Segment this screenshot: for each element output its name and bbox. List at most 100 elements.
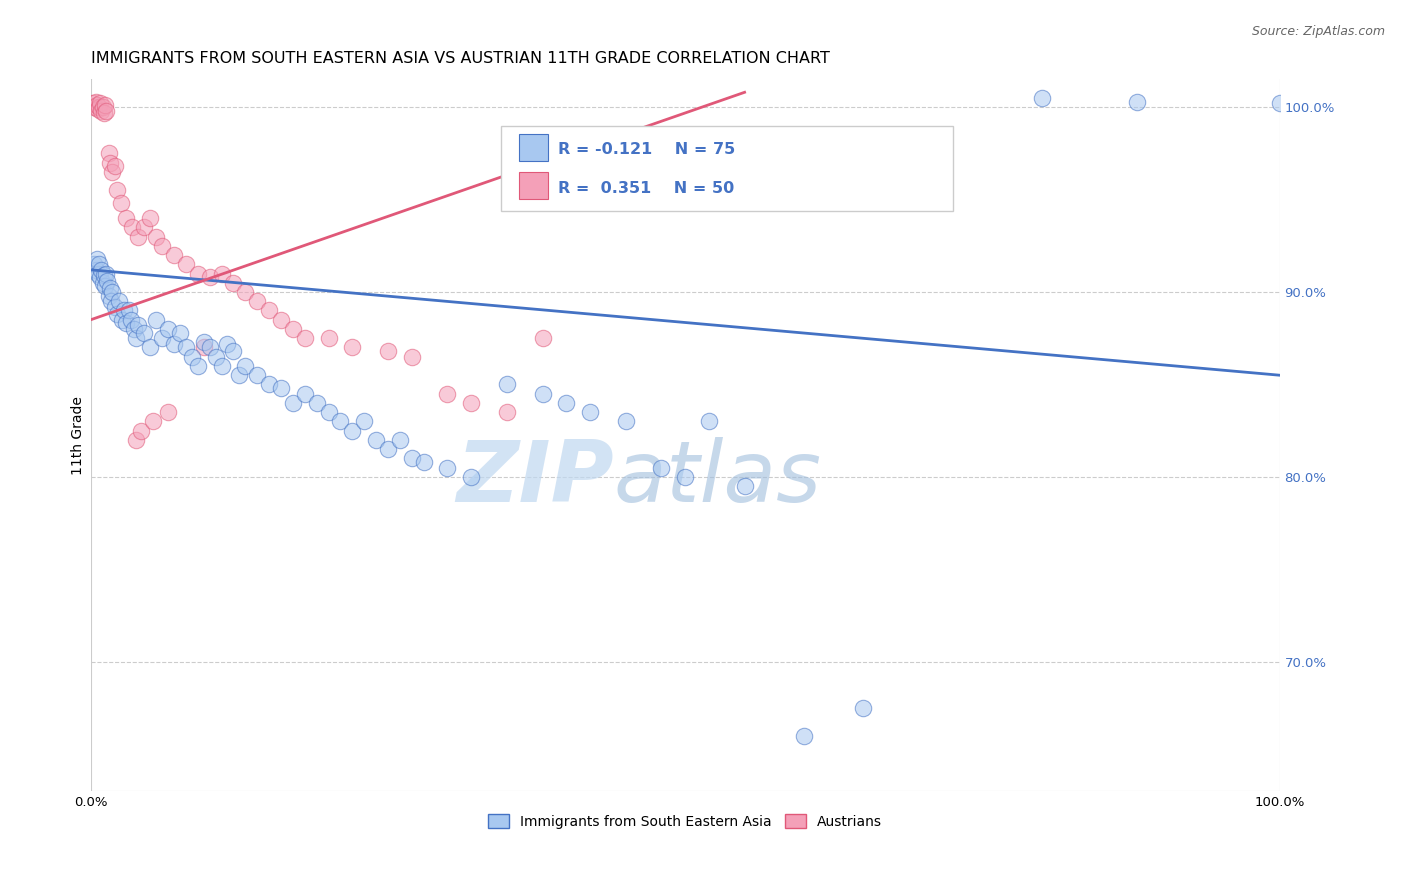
Point	[86, 98, 108, 112]
Text: Source: ZipAtlas.com: Source: ZipAtlas.com	[1251, 25, 1385, 38]
Point	[118, 303, 141, 318]
Point	[129, 424, 152, 438]
Text: atlas: atlas	[614, 436, 823, 519]
Point	[163, 248, 186, 262]
Point	[87, 267, 110, 281]
Point	[401, 451, 423, 466]
Point	[93, 105, 115, 120]
Point	[673, 470, 696, 484]
Point	[246, 368, 269, 383]
Point	[115, 317, 138, 331]
Point	[281, 396, 304, 410]
Point	[174, 257, 197, 271]
Point	[793, 729, 815, 743]
Point	[100, 294, 122, 309]
Point	[157, 405, 180, 419]
Point	[84, 262, 107, 277]
FancyBboxPatch shape	[519, 172, 548, 199]
Text: R = -0.121    N = 75: R = -0.121 N = 75	[558, 142, 735, 157]
Point	[112, 303, 135, 318]
Point	[91, 100, 114, 114]
Point	[169, 326, 191, 340]
Point	[211, 267, 233, 281]
Point	[364, 433, 387, 447]
Point	[87, 100, 110, 114]
Point	[294, 386, 316, 401]
Point	[650, 460, 672, 475]
Point	[127, 229, 149, 244]
Point	[614, 414, 637, 428]
Point	[108, 294, 131, 309]
Point	[103, 300, 125, 314]
Point	[377, 442, 399, 457]
Point	[142, 414, 165, 428]
Point	[270, 381, 292, 395]
Point	[105, 307, 128, 321]
Point	[96, 274, 118, 288]
FancyBboxPatch shape	[519, 134, 548, 161]
Point	[89, 270, 111, 285]
Point	[353, 414, 375, 428]
Point	[150, 239, 173, 253]
Point	[97, 288, 120, 302]
Point	[83, 100, 105, 114]
Point	[94, 279, 117, 293]
Point	[495, 377, 517, 392]
Point	[83, 257, 105, 271]
Point	[697, 414, 720, 428]
Point	[734, 479, 756, 493]
Point	[495, 405, 517, 419]
FancyBboxPatch shape	[501, 126, 953, 211]
Point	[294, 331, 316, 345]
Point	[1126, 95, 1149, 109]
Point	[257, 303, 280, 318]
Point	[122, 322, 145, 336]
Point	[84, 95, 107, 109]
Point	[531, 331, 554, 345]
Point	[111, 312, 134, 326]
Point	[852, 701, 875, 715]
Point	[120, 312, 142, 326]
Point	[97, 146, 120, 161]
Point	[1268, 96, 1291, 111]
Point	[222, 344, 245, 359]
Legend: Immigrants from South Eastern Asia, Austrians: Immigrants from South Eastern Asia, Aust…	[482, 808, 889, 834]
Point	[96, 267, 118, 281]
Point	[193, 341, 215, 355]
Point	[436, 460, 458, 475]
Point	[139, 341, 162, 355]
Point	[98, 281, 121, 295]
Point	[82, 96, 104, 111]
Point	[86, 252, 108, 266]
Point	[157, 322, 180, 336]
Point	[401, 350, 423, 364]
Text: IMMIGRANTS FROM SOUTH EASTERN ASIA VS AUSTRIAN 11TH GRADE CORRELATION CHART: IMMIGRANTS FROM SOUTH EASTERN ASIA VS AU…	[91, 51, 830, 66]
Point	[211, 359, 233, 373]
Point	[193, 334, 215, 349]
Point	[318, 331, 340, 345]
Point	[115, 211, 138, 225]
Point	[101, 165, 124, 179]
Point	[228, 368, 250, 383]
Point	[89, 96, 111, 111]
Point	[187, 359, 209, 373]
Point	[233, 285, 256, 299]
Point	[257, 377, 280, 392]
Point	[127, 318, 149, 333]
Point	[94, 98, 117, 112]
Point	[1031, 91, 1053, 105]
Y-axis label: 11th Grade: 11th Grade	[72, 396, 86, 475]
Point	[90, 262, 112, 277]
Point	[174, 341, 197, 355]
Point	[101, 285, 124, 299]
Point	[103, 159, 125, 173]
Point	[125, 433, 148, 447]
Point	[233, 359, 256, 373]
Point	[377, 344, 399, 359]
Point	[150, 331, 173, 345]
Point	[121, 220, 143, 235]
Point	[91, 276, 114, 290]
Point	[139, 211, 162, 225]
Point	[217, 336, 239, 351]
Point	[93, 268, 115, 283]
